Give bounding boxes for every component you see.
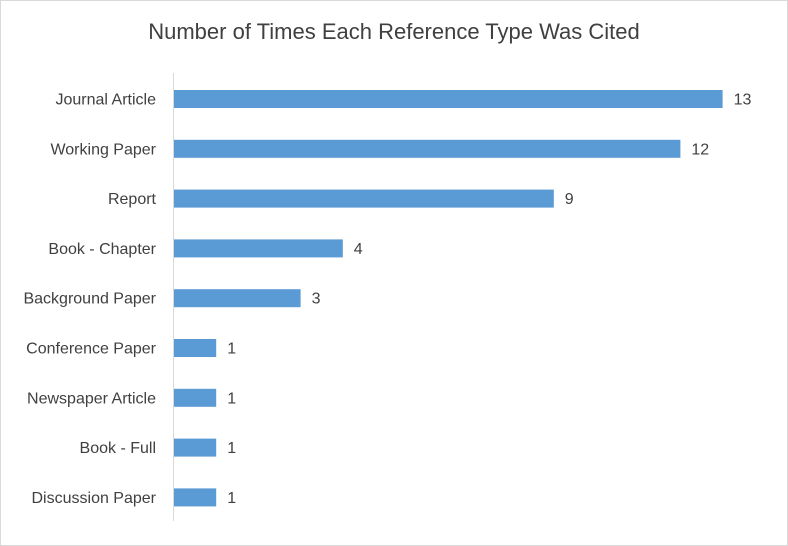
category-label: Book - Full bbox=[80, 440, 156, 457]
data-label: 1 bbox=[227, 390, 236, 407]
data-label: 1 bbox=[227, 490, 236, 507]
category-label: Background Paper bbox=[23, 291, 156, 308]
bar-newspaper-article bbox=[174, 388, 217, 407]
category-label: Journal Article bbox=[56, 92, 157, 109]
bar-background-paper bbox=[174, 289, 301, 308]
data-label: 13 bbox=[734, 92, 752, 109]
bar-journal-article bbox=[174, 90, 723, 108]
data-label: 9 bbox=[565, 191, 574, 208]
category-label: Newspaper Article bbox=[27, 390, 156, 407]
category-label: Book - Chapter bbox=[48, 241, 156, 258]
category-label: Working Paper bbox=[50, 141, 156, 158]
category-label: Discussion Paper bbox=[32, 490, 157, 507]
bar-report bbox=[174, 189, 554, 208]
chart-title: Number of Times Each Reference Type Was … bbox=[148, 19, 640, 44]
category-label: Conference Paper bbox=[26, 341, 157, 358]
data-label: 4 bbox=[354, 241, 363, 258]
bar-working-paper bbox=[174, 139, 681, 158]
data-label: 1 bbox=[227, 341, 236, 358]
data-label: 12 bbox=[691, 141, 709, 158]
bar-book-full bbox=[174, 438, 217, 457]
data-label: 3 bbox=[312, 291, 321, 308]
bar-discussion-paper bbox=[174, 488, 217, 507]
bar-conference-paper bbox=[174, 339, 217, 357]
bar-book-chapter bbox=[174, 239, 343, 258]
data-label: 1 bbox=[227, 440, 236, 457]
category-label: Report bbox=[108, 191, 157, 208]
